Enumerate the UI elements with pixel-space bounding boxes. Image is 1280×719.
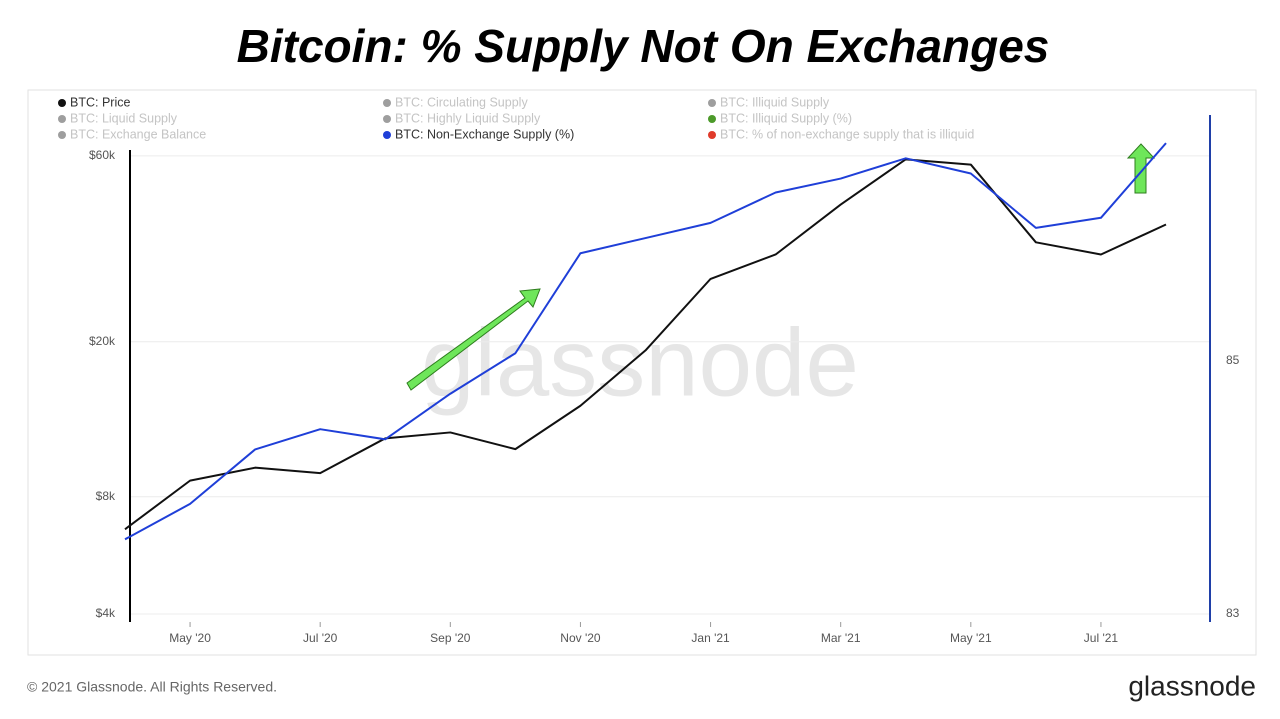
legend-entry: BTC: Exchange Balance xyxy=(70,127,206,141)
legend-dot xyxy=(58,115,66,123)
copyright: © 2021 Glassnode. All Rights Reserved. xyxy=(27,679,277,695)
legend-entry: BTC: % of non-exchange supply that is il… xyxy=(720,127,974,141)
x-tick-label: May '20 xyxy=(169,631,211,645)
y2-tick-label: 85 xyxy=(1226,353,1240,367)
legend-dot xyxy=(58,131,66,139)
chart-frame xyxy=(27,89,1257,656)
series-line xyxy=(124,142,1167,541)
legend-dot xyxy=(58,99,66,107)
legend-entry: BTC: Non-Exchange Supply (%) xyxy=(395,127,574,141)
x-tick-label: Jul '20 xyxy=(303,631,338,645)
legend-dot xyxy=(383,99,391,107)
x-tick-label: Sep '20 xyxy=(430,631,471,645)
x-tick-label: Mar '21 xyxy=(821,631,861,645)
y-tick-label: $8k xyxy=(96,489,116,503)
logo: glassnode xyxy=(1128,670,1256,701)
legend-entry: BTC: Illiquid Supply (%) xyxy=(720,111,852,125)
x-tick-label: May '21 xyxy=(950,631,992,645)
y-tick-label: $60k xyxy=(89,148,116,162)
y-tick-label: $20k xyxy=(89,334,116,348)
legend-entry: BTC: Liquid Supply xyxy=(70,111,178,125)
x-tick-label: Jan '21 xyxy=(691,631,730,645)
annotation-arrow xyxy=(1126,143,1156,194)
legend-dot xyxy=(708,131,716,139)
legend-entry: BTC: Highly Liquid Supply xyxy=(395,111,541,125)
legend-entry: BTC: Circulating Supply xyxy=(395,95,528,109)
x-tick-label: Jul '21 xyxy=(1084,631,1119,645)
legend: BTC: Price BTC: Circulating Supply BTC: … xyxy=(58,95,974,141)
legend-dot xyxy=(708,115,716,123)
legend-dot xyxy=(708,99,716,107)
legend-dot xyxy=(383,131,391,139)
y-tick-label: $4k xyxy=(96,606,116,620)
y2-tick-label: 83 xyxy=(1226,606,1240,620)
x-tick-label: Nov '20 xyxy=(560,631,601,645)
legend-dot xyxy=(383,115,391,123)
annotation-arrow xyxy=(406,288,541,391)
chart-title: Bitcoin: % Supply Not On Exchanges xyxy=(237,20,1050,72)
legend-entry: BTC: Price xyxy=(70,95,130,109)
legend-entry: BTC: Illiquid Supply xyxy=(720,95,830,109)
